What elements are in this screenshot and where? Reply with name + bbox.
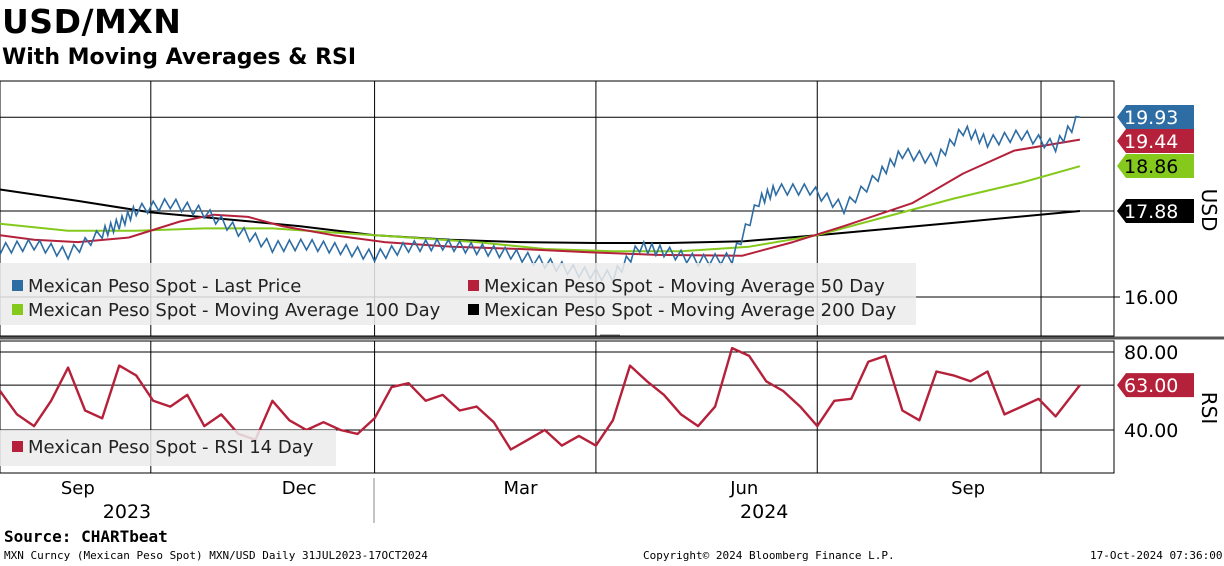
legend-item-last-price: Mexican Peso Spot - Last Price [12, 276, 301, 297]
x-tick-label-3: Jun [729, 478, 758, 499]
year-label-1: 2024 [740, 501, 788, 523]
x-tick-label-4: Sep [951, 478, 985, 499]
chart-title: USD/MXN [2, 2, 182, 41]
legend-label-rsi: Mexican Peso Spot - RSI 14 Day [28, 437, 314, 458]
legend-item-ma100: Mexican Peso Spot - Moving Average 100 D… [12, 300, 440, 321]
chart-subtitle: With Moving Averages & RSI [2, 45, 357, 70]
ma50-tag [1117, 129, 1194, 153]
last-price-tag-label: 19.93 [1124, 107, 1178, 129]
x-tick-label-0: Sep [61, 478, 95, 499]
source-label: Source: CHARTbeat [4, 527, 168, 546]
legend-item-rsi: Mexican Peso Spot - RSI 14 Day [12, 437, 313, 458]
legend-swatch-ma100 [12, 304, 23, 315]
price-axis-label: USD [1197, 189, 1221, 232]
price-panel-frame [0, 80, 1115, 337]
ma50-tag-label: 19.44 [1124, 131, 1178, 153]
rsi-tag-label: 63.00 [1124, 375, 1178, 397]
price-legend: Mexican Peso Spot - Last Price Mexican P… [0, 263, 916, 325]
ma100-tag [1117, 154, 1194, 178]
legend-swatch-ma50 [468, 280, 479, 291]
rsi-tag [1117, 373, 1194, 398]
legend-item-ma50: Mexican Peso Spot - Moving Average 50 Da… [468, 276, 885, 297]
rsi-panel-frame [0, 340, 1115, 474]
ma200-tag-label: 17.88 [1124, 201, 1178, 223]
price-y-tick-16: 16.00 [1124, 287, 1178, 309]
legend-label-last-price: Mexican Peso Spot - Last Price [28, 276, 302, 297]
rsi-axis-label: RSI [1197, 392, 1221, 425]
rsi-y-tick-1: 40.00 [1124, 420, 1178, 442]
legend-swatch-last-price [12, 280, 23, 291]
rsi-legend: Mexican Peso Spot - RSI 14 Day [0, 430, 336, 466]
timestamp: 17-Oct-2024 07:36:00 [1090, 549, 1223, 562]
ma100-tag-label: 18.86 [1124, 156, 1178, 178]
last-price-tag [1117, 105, 1194, 129]
rsi-y-tick-0: 80.00 [1124, 342, 1178, 364]
series-line-rsi [0, 346, 1081, 451]
ma200-tag [1117, 199, 1194, 223]
series-line-last-price [0, 115, 1081, 285]
copyright: Copyright© 2024 Bloomberg Finance L.P. [643, 549, 895, 562]
series-line-ma200 [0, 188, 1080, 244]
legend-item-ma200: Mexican Peso Spot - Moving Average 200 D… [468, 300, 896, 321]
x-tick-label-1: Dec [282, 478, 317, 499]
x-tick-label-2: Mar [504, 478, 539, 499]
ticker-info: MXN Curncy (Mexican Peso Spot) MXN/USD D… [4, 549, 428, 562]
legend-swatch-ma200 [468, 304, 479, 315]
series-line-ma100 [0, 165, 1081, 253]
series-line-ma50 [0, 138, 1081, 257]
legend-label-ma200: Mexican Peso Spot - Moving Average 200 D… [484, 300, 897, 321]
legend-swatch-rsi [12, 441, 23, 452]
legend-label-ma50: Mexican Peso Spot - Moving Average 50 Da… [484, 276, 885, 297]
year-label-0: 2023 [103, 501, 151, 523]
legend-label-ma100: Mexican Peso Spot - Moving Average 100 D… [28, 300, 441, 321]
